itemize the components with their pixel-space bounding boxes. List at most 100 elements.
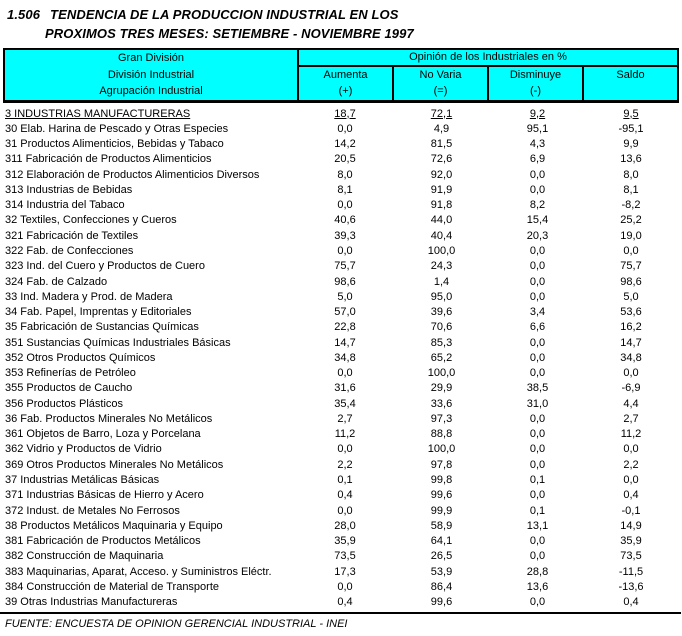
column-headers: Aumenta (+) No Varia (=) Disminuye (-) S… — [299, 67, 677, 100]
table-row: 38 Productos Metálicos Maquinaria y Equi… — [0, 518, 682, 533]
value-no-varia: 100,0 — [393, 245, 490, 257]
cell-value-text: 16,2 — [620, 321, 642, 334]
cell-value-text: 19,0 — [620, 229, 642, 242]
cell-value-text: 65,2 — [430, 351, 453, 364]
cell-value-text: 0,4 — [337, 596, 353, 609]
cell-value-text: 53,9 — [430, 565, 453, 578]
cell-value-text: 26,5 — [430, 550, 453, 563]
cell-value-text: 88,8 — [430, 428, 453, 441]
value-disminuye: 9,2 — [490, 108, 585, 120]
cell-value-text: 0,0 — [529, 596, 546, 609]
cell-value-text: 92,0 — [430, 168, 453, 181]
row-label: 30 Elab. Harina de Pescado y Otras Espec… — [0, 123, 297, 135]
value-saldo: 2,7 — [585, 413, 677, 425]
cell-value-text: 39,6 — [430, 306, 453, 319]
value-saldo: 4,4 — [585, 398, 677, 410]
value-aumenta: 39,3 — [297, 230, 393, 242]
cell-value-text: 81,5 — [430, 138, 453, 151]
opinion-header: Opinión de los Industriales en % — [299, 50, 677, 67]
table-row: 384 Construcción de Material de Transpor… — [0, 579, 682, 594]
value-aumenta: 0,0 — [297, 245, 393, 257]
row-label-text: 381 Fabricación de Productos Metálicos — [5, 535, 201, 548]
value-saldo: 98,6 — [585, 276, 677, 288]
row-label: 382 Construcción de Maquinaria — [0, 550, 297, 562]
row-label: 352 Otros Productos Químicos — [0, 352, 297, 364]
column-label: Disminuye — [509, 69, 562, 81]
value-no-varia: 26,5 — [393, 550, 490, 562]
cell-value-text: 99,9 — [430, 504, 453, 517]
cell-value-text: 97,8 — [430, 458, 453, 471]
row-label: 35 Fabricación de Sustancias Químicas — [0, 321, 297, 333]
value-no-varia: 81,5 — [393, 138, 490, 150]
row-header-line-2: División Industrial — [107, 68, 195, 81]
value-disminuye: 0,0 — [490, 245, 585, 257]
row-label: 381 Fabricación de Productos Metálicos — [0, 535, 297, 547]
table-row: 381 Fabricación de Productos Metálicos 35… — [0, 533, 682, 548]
cell-value-text: 13,6 — [620, 153, 642, 166]
cell-value-text: 95,1 — [526, 122, 549, 135]
cell-value-text: 99,8 — [430, 474, 453, 486]
cell-value-text: 1,4 — [433, 275, 450, 288]
value-aumenta: 0,0 — [297, 123, 393, 135]
cell-value-text: 0,0 — [337, 504, 353, 517]
value-saldo: 35,9 — [585, 535, 677, 547]
row-label: 361 Objetos de Barro, Loza y Porcelana — [0, 428, 297, 440]
cell-value-text: 0,0 — [623, 443, 639, 456]
cell-value-text: 29,9 — [430, 382, 453, 395]
table-row: 311 Fabricación de Productos Alimenticio… — [0, 152, 682, 167]
cell-value-text: 0,1 — [337, 474, 353, 486]
cell-value-text: 0,0 — [623, 367, 639, 380]
table-row: 369 Otros Productos Minerales No Metálic… — [0, 457, 682, 472]
value-disminuye: 95,1 — [490, 123, 585, 135]
cell-value-text: -95,1 — [618, 122, 644, 135]
value-aumenta: 75,7 — [297, 260, 393, 272]
cell-value-text: -13,6 — [618, 580, 644, 593]
table-row: 39 Otras Industrias Manufactureras 0,4 99,… — [0, 595, 682, 610]
value-no-varia: 99,6 — [393, 489, 490, 501]
row-label-text: 312 Elaboración de Productos Alimenticio… — [5, 168, 260, 181]
value-saldo: 0,0 — [585, 474, 677, 486]
table-row: 321 Fabricación de Textiles 39,3 40,4 20,3 1… — [0, 228, 682, 243]
row-label-text: 313 Industrias de Bebidas — [5, 183, 133, 196]
row-label-text: 371 Industrias Básicas de Hierro y Acero — [5, 489, 204, 502]
value-disminuye: 0,0 — [490, 260, 585, 272]
row-label: 322 Fab. de Confecciones — [0, 245, 297, 257]
value-no-varia: 91,9 — [393, 184, 490, 196]
cell-value-text: 0,0 — [529, 367, 546, 380]
value-aumenta: 2,7 — [297, 413, 393, 425]
cell-value-text: 0,0 — [337, 580, 353, 593]
value-no-varia: 29,9 — [393, 382, 490, 394]
cell-value-text: 8,0 — [337, 168, 353, 181]
row-label: 369 Otros Productos Minerales No Metálic… — [0, 459, 297, 471]
value-disminuye: 0,1 — [490, 474, 585, 486]
cell-value-text: 15,4 — [526, 214, 549, 227]
row-label: 34 Fab. Papel, Imprentas y Editoriales — [0, 306, 297, 318]
row-label-text: 324 Fab. de Calzado — [5, 275, 108, 288]
cell-value-text: 95,0 — [430, 290, 453, 303]
table-row: 322 Fab. de Confecciones 0,0 100,0 0,0 0,0 — [0, 243, 682, 258]
cell-value-text: 73,5 — [334, 550, 356, 563]
table-row: 353 Refinerías de Petróleo 0,0 100,0 0,0 0,0 — [0, 366, 682, 381]
row-label: 372 Indust. de Metales No Ferrosos — [0, 505, 297, 517]
value-disminuye: 0,0 — [490, 413, 585, 425]
cell-value-text: 11,2 — [334, 428, 356, 441]
value-saldo: -0,1 — [585, 505, 677, 517]
row-label-text: 35 Fabricación de Sustancias Químicas — [5, 321, 199, 334]
cell-value-text: 44,0 — [430, 214, 453, 227]
value-disminuye: 0,0 — [490, 596, 585, 608]
cell-value-text: 2,7 — [337, 412, 353, 425]
cell-value-text: 0,0 — [529, 550, 546, 563]
row-label-text: 356 Productos Plásticos — [5, 397, 124, 410]
row-label-text: 32 Textiles, Confecciones y Cueros — [5, 214, 177, 227]
source-note: FUENTE: ENCUESTA DE OPINION GERENCIAL IN… — [5, 618, 348, 630]
column-label: Saldo — [616, 69, 645, 81]
value-aumenta: 35,4 — [297, 398, 393, 410]
cell-value-text: 3,4 — [529, 306, 546, 319]
column-label: No Varia — [419, 69, 462, 81]
cell-value-text: 22,8 — [334, 321, 356, 334]
table-row: 30 Elab. Harina de Pescado y Otras Espec… — [0, 121, 682, 136]
cell-value-text: 40,4 — [430, 229, 453, 242]
row-label-text: 33 Ind. Madera y Prod. de Madera — [5, 290, 173, 303]
cell-value-text: 0,0 — [529, 168, 546, 181]
value-aumenta: 0,0 — [297, 199, 393, 211]
